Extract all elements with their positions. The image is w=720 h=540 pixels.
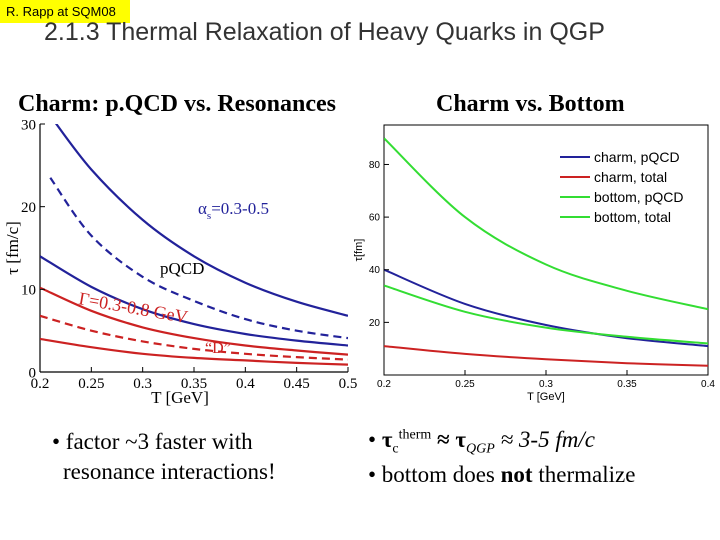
right-x-tick-label: 0.35 [617, 379, 637, 390]
left-series-line-3 [40, 255, 348, 347]
right-legend: charm, pQCD charm, total bottom, pQCD botto… [560, 149, 683, 225]
right-y-tick-label: 60 [369, 213, 381, 224]
legend-label: bottom, total [594, 209, 671, 225]
alpha-annotation: αs=0.3-0.5 [198, 199, 269, 222]
right-x-label: T [GeV] [527, 391, 565, 403]
left-panel-title: Charm: p.QCD vs. Resonances [18, 91, 336, 117]
left-x-tick-label: 0.4 [236, 376, 255, 392]
left-series-line-4 [40, 286, 348, 356]
right-panel-title: Charm vs. Bottom [436, 91, 625, 117]
left-y-tick-label: 30 [21, 117, 36, 133]
right-series-line-4 [384, 284, 708, 345]
right-x-tick-label: 0.25 [455, 379, 475, 390]
legend-label: charm, pQCD [594, 149, 680, 165]
left-x-tick-label: 0.25 [78, 376, 104, 392]
right-series-line-2 [384, 345, 708, 367]
left-y-tick-label: 0 [29, 365, 37, 381]
left-series-line-2 [49, 177, 348, 340]
left-x-tick-label: 0.5 [339, 376, 358, 392]
left-x-tick-label: 0.3 [133, 376, 152, 392]
right-series-line-1 [384, 268, 708, 348]
right-series-group [384, 137, 708, 367]
right-series-line-3 [384, 137, 708, 311]
left-series-group [40, 124, 348, 366]
left-x-label: T [GeV] [151, 388, 209, 407]
d-meson-annotation: “D” [205, 340, 231, 357]
left-x-tick-label: 0.35 [181, 376, 207, 392]
right-y-tick-label: 80 [369, 160, 381, 171]
left-series-line-5 [40, 314, 348, 361]
left-series-line-6 [40, 337, 348, 366]
right-plot-frame [383, 124, 709, 376]
bullet-factor-line2: resonance interactions! [63, 459, 276, 484]
slide-title: 2.1.3 Thermal Relaxation of Heavy Quarks… [44, 18, 605, 46]
left-y-tick-label: 20 [21, 200, 36, 216]
left-chart: 0.2 0.25 0.3 0.35 0.4 0.45 0.5 0 10 20 30 αs=0.3-0… [3, 117, 357, 407]
left-x-tick-label: 0.45 [284, 376, 310, 392]
left-series-line-1 [55, 124, 348, 317]
left-ticks-group: 0.2 0.25 0.3 0.35 0.4 0.45 0.5 0 10 20 30 [21, 117, 357, 392]
bullet-relaxation-time: • τctherm ≈ τQGP ≈ 3-5 fm/c [368, 427, 595, 457]
right-x-tick-label: 0.2 [377, 379, 391, 390]
pqcd-annotation: pQCD [160, 259, 204, 278]
right-x-tick-label: 0.4 [701, 379, 715, 390]
legend-label: charm, total [594, 169, 667, 185]
right-y-label: τ[fm] [353, 239, 365, 262]
conference-tag: R. Rapp at SQM08 [0, 0, 130, 23]
legend-label: bottom, pQCD [594, 189, 683, 205]
right-ticks-group: 0.2 0.25 0.3 0.35 0.4 20 40 60 80 [369, 160, 716, 390]
right-y-tick-label: 40 [369, 265, 381, 276]
bullet-bottom-thermalize: • bottom does not thermalize [368, 462, 636, 487]
left-y-tick-label: 10 [21, 283, 36, 299]
right-x-tick-label: 0.3 [539, 379, 553, 390]
right-y-tick-label: 20 [369, 318, 381, 329]
left-y-label: τ [fm/c] [3, 221, 22, 275]
bullet-factor-line1: • factor ~3 faster with [52, 429, 253, 454]
left-x-tick-label: 0.2 [31, 376, 50, 392]
